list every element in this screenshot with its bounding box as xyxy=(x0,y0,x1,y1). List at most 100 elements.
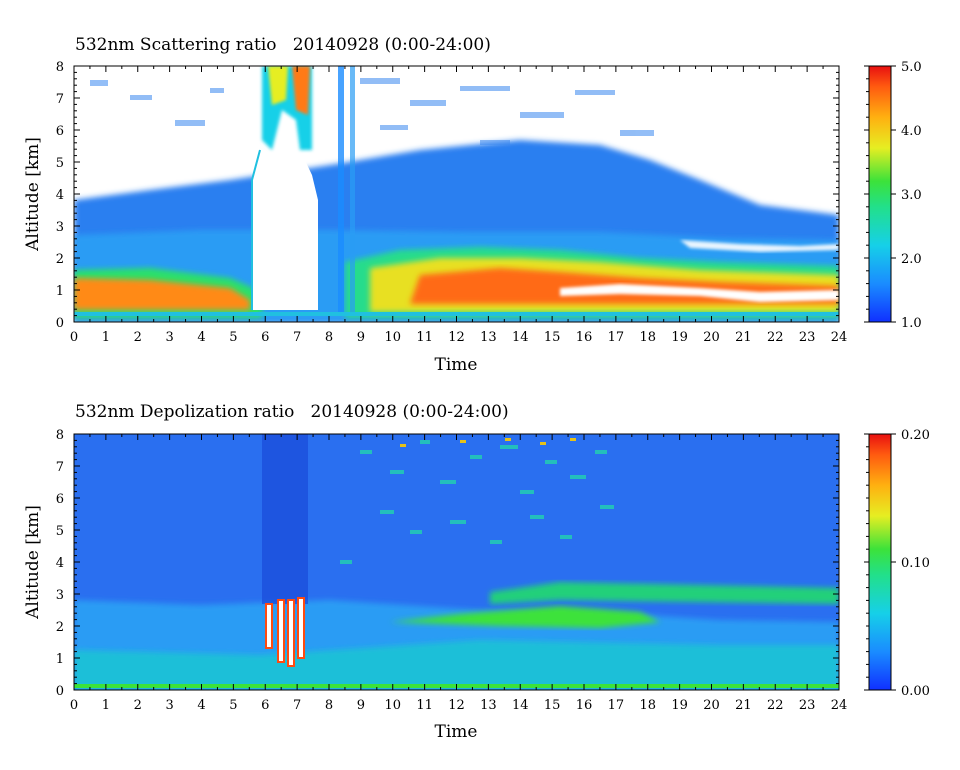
x-tick-label: 19 xyxy=(671,330,688,345)
x-tick-label: 17 xyxy=(608,698,625,713)
colorbar-tick-label: 1.0 xyxy=(901,316,922,331)
x-tick-label: 21 xyxy=(735,330,752,345)
x-tick-label: 10 xyxy=(384,330,401,345)
y-tick-label: 2 xyxy=(56,620,64,635)
x-tick-label: 14 xyxy=(512,698,529,713)
depolarization-ratio-title: 532nm Depolization ratio 20140928 (0:00-… xyxy=(75,402,509,422)
depolarization-colorbar-ticks: 0.00 0.10 0.20 xyxy=(864,428,930,699)
low-layer-core xyxy=(74,278,250,310)
x-tick-label: 21 xyxy=(735,698,752,713)
x-tick-label: 17 xyxy=(608,330,625,345)
depolarization-colorbar xyxy=(868,433,892,691)
x-tick-label: 12 xyxy=(448,698,465,713)
x-tick-label: 7 xyxy=(293,330,301,345)
depol-boundary-layer xyxy=(74,640,839,690)
colorbar-tick-label: 5.0 xyxy=(901,60,922,75)
depolarization-axes: 0 1 2 3 4 5 6 7 8 9 10 11 12 13 14 15 16 17 18 19 20 21 22 23 24… xyxy=(56,428,848,713)
x-tick-label: 15 xyxy=(544,330,561,345)
y-tick-label: 4 xyxy=(56,188,64,203)
colorbar-tick-label: 0.00 xyxy=(901,684,930,699)
depolarization-heatmap xyxy=(74,434,839,690)
x-tick-label: 7 xyxy=(293,698,301,713)
x-tick-label: 0 xyxy=(70,698,78,713)
cirrus-core xyxy=(292,66,310,115)
x-tick-label: 4 xyxy=(197,330,205,345)
y-tick-label: 3 xyxy=(56,220,64,235)
x-tick-label: 16 xyxy=(576,698,593,713)
scattering-axes: 0 1 2 3 4 5 6 7 8 9 10 11 12 13 14 15 16 17 18 19 20 21 22 23 24… xyxy=(56,60,848,345)
x-tick-label: 12 xyxy=(448,330,465,345)
colorbar-tick-label: 2.0 xyxy=(901,252,922,267)
depolarization-xlabel: Time xyxy=(435,722,478,742)
y-tick-label: 8 xyxy=(56,60,64,75)
y-tick-label: 2 xyxy=(56,252,64,267)
y-tick-label: 3 xyxy=(56,588,64,603)
x-tick-label: 20 xyxy=(703,698,720,713)
y-tick-label: 7 xyxy=(56,460,64,475)
x-tick-label: 16 xyxy=(576,330,593,345)
x-tick-label: 15 xyxy=(544,698,561,713)
x-tick-label: 3 xyxy=(165,698,173,713)
cloud-core xyxy=(252,150,318,310)
y-tick-label: 6 xyxy=(56,124,64,139)
surface-line xyxy=(74,312,839,316)
y-tick-label: 0 xyxy=(56,684,64,699)
x-tick-label: 23 xyxy=(799,330,816,345)
x-tick-label: 22 xyxy=(767,698,784,713)
streak-8h xyxy=(338,66,344,316)
depol-layer-2-5km xyxy=(390,606,660,628)
x-tick-label: 10 xyxy=(384,698,401,713)
upper-speckle xyxy=(90,78,654,145)
scattering-heatmap xyxy=(74,66,839,322)
scattering-xlabel: Time xyxy=(435,355,478,375)
x-tick-label: 1 xyxy=(102,330,110,345)
y-tick-label: 0 xyxy=(56,316,64,331)
x-tick-label: 5 xyxy=(229,698,237,713)
depol-upper-speckle xyxy=(340,440,614,564)
x-tick-label: 13 xyxy=(480,698,497,713)
depol-cloud-streaks xyxy=(265,597,305,667)
x-tick-label: 6 xyxy=(261,330,269,345)
x-tick-label: 11 xyxy=(416,330,433,345)
y-tick-label: 5 xyxy=(56,524,64,539)
x-tick-label: 9 xyxy=(357,698,365,713)
y-tick-label: 6 xyxy=(56,492,64,507)
scattering-colorbar xyxy=(868,65,892,323)
scattering-ylabel: Altitude [km] xyxy=(23,137,43,252)
x-tick-label: 9 xyxy=(357,330,365,345)
y-tick-label: 4 xyxy=(56,556,64,571)
x-tick-label: 2 xyxy=(134,330,142,345)
x-tick-label: 18 xyxy=(639,330,656,345)
y-tick-label: 1 xyxy=(56,652,64,667)
depol-low-column xyxy=(262,434,308,604)
depol-layer-3km xyxy=(490,582,839,604)
colorbar-tick-label: 4.0 xyxy=(901,124,922,139)
x-tick-label: 23 xyxy=(799,698,816,713)
cloud-edge xyxy=(251,149,261,310)
x-tick-label: 2 xyxy=(134,698,142,713)
x-tick-label: 0 xyxy=(70,330,78,345)
y-tick-label: 5 xyxy=(56,156,64,171)
x-tick-label: 8 xyxy=(325,698,333,713)
depol-upper-speckle-hot xyxy=(400,438,576,447)
scattering-ratio-title: 532nm Scattering ratio 20140928 (0:00-24… xyxy=(75,35,491,55)
x-tick-label: 24 xyxy=(831,330,848,345)
x-tick-label: 18 xyxy=(639,698,656,713)
colorbar-tick-label: 3.0 xyxy=(901,188,922,203)
x-tick-label: 8 xyxy=(325,330,333,345)
scattering-ratio-panel: 532nm Scattering ratio 20140928 (0:00-24… xyxy=(23,35,922,375)
colorbar-tick-label: 0.20 xyxy=(901,428,930,443)
pbl-clipped-region xyxy=(560,284,839,302)
x-tick-label: 6 xyxy=(261,698,269,713)
x-tick-label: 19 xyxy=(671,698,688,713)
x-tick-label: 4 xyxy=(197,698,205,713)
y-tick-label: 7 xyxy=(56,92,64,107)
streak-8-5h xyxy=(350,66,355,316)
x-tick-label: 22 xyxy=(767,330,784,345)
x-tick-label: 5 xyxy=(229,330,237,345)
colorbar-tick-label: 0.10 xyxy=(901,556,930,571)
y-tick-label: 1 xyxy=(56,284,64,299)
x-tick-label: 13 xyxy=(480,330,497,345)
x-tick-label: 3 xyxy=(165,330,173,345)
